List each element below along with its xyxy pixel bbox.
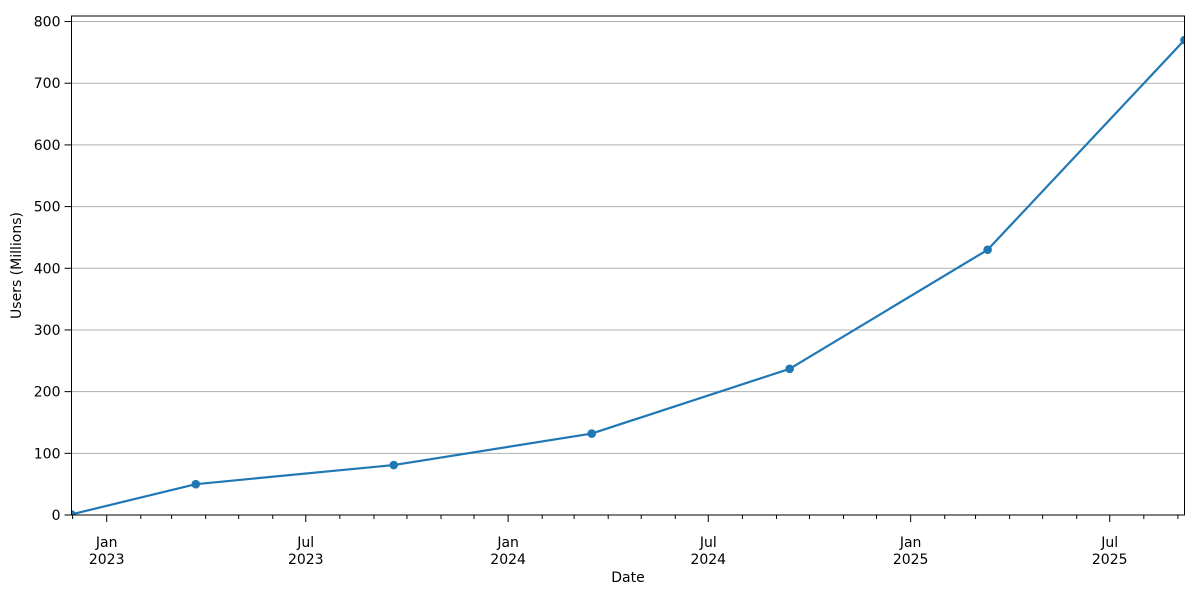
y-tick-label: 600 bbox=[34, 138, 61, 154]
axes-spines bbox=[71, 15, 1185, 516]
data-point-marker bbox=[191, 479, 201, 489]
y-tick-label: 100 bbox=[34, 446, 61, 462]
gridlines-layer bbox=[71, 21, 1185, 516]
y-tick-label: 500 bbox=[34, 200, 61, 216]
y-tick-label: 300 bbox=[34, 323, 61, 339]
data-point-marker bbox=[1180, 35, 1185, 45]
x-axis-label: Date bbox=[611, 570, 644, 586]
data-point-marker bbox=[785, 364, 794, 374]
y-tick-label: 0 bbox=[52, 508, 61, 524]
x-tick-label: Jul 2024 bbox=[690, 535, 726, 568]
ticks-layer: 0 100 200 300 400 500 600 700 800 Jan 2023 Jul 2023 J… bbox=[34, 15, 1179, 568]
y-tick-label: 200 bbox=[34, 385, 61, 401]
x-tick-label: Jan 2025 bbox=[893, 535, 929, 568]
data-point-marker bbox=[983, 245, 992, 255]
x-tick-label: Jul 2025 bbox=[1092, 535, 1128, 568]
series-layer bbox=[71, 35, 1185, 515]
users-line-series bbox=[71, 38, 1185, 515]
data-point-marker bbox=[587, 429, 597, 438]
y-tick-label: 800 bbox=[34, 15, 61, 31]
data-point-marker bbox=[389, 460, 399, 470]
y-tick-label: 400 bbox=[34, 261, 61, 277]
plot-border bbox=[71, 15, 1185, 516]
x-tick-label: Jan 2024 bbox=[490, 535, 526, 568]
y-tick-label: 700 bbox=[34, 76, 61, 92]
x-tick-label: Jul 2023 bbox=[288, 535, 324, 568]
data-point-marker bbox=[71, 510, 76, 515]
x-tick-label: Jan 2023 bbox=[89, 535, 125, 568]
y-axis-label: Users (Millions) bbox=[9, 212, 25, 319]
